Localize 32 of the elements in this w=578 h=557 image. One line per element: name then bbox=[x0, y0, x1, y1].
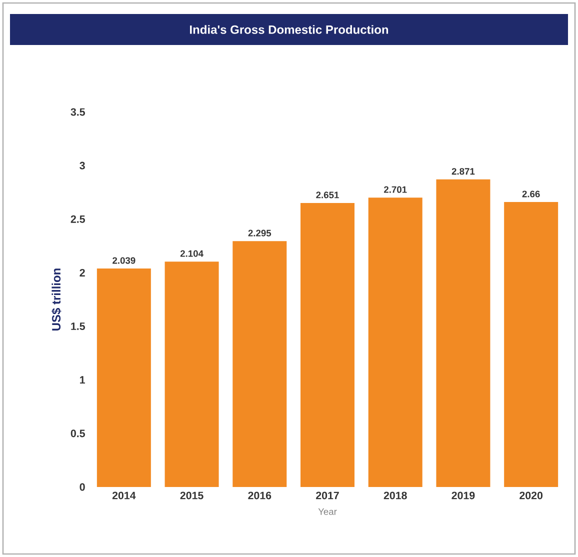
y-tick-label: 1 bbox=[80, 376, 85, 384]
data-label: 2.104 bbox=[180, 250, 204, 257]
bar bbox=[300, 202, 354, 487]
data-label: 2.66 bbox=[522, 190, 540, 198]
x-tick-label: 2017 bbox=[316, 492, 339, 500]
y-tick-label: 2 bbox=[80, 268, 85, 276]
x-axis-title: Year bbox=[318, 508, 337, 515]
bar bbox=[96, 268, 151, 487]
y-tick-label: 0 bbox=[80, 483, 85, 491]
x-tick-label: 2018 bbox=[384, 492, 407, 500]
data-label: 2.295 bbox=[248, 230, 272, 236]
x-tick-label: 2014 bbox=[112, 492, 136, 500]
bar bbox=[368, 198, 422, 487]
y-tick-label: 3.5 bbox=[70, 108, 85, 116]
x-tick-label: 2019 bbox=[452, 492, 475, 500]
bar bbox=[436, 179, 490, 487]
y-tick-label: 0.5 bbox=[70, 430, 85, 438]
bar bbox=[504, 202, 558, 487]
chart-title: India's Gross Domestic Production bbox=[190, 25, 388, 34]
data-label: 2.039 bbox=[112, 257, 136, 264]
y-axis-title: US$ trillion bbox=[52, 268, 62, 330]
bar bbox=[232, 241, 287, 487]
data-label: 2.651 bbox=[316, 192, 339, 198]
data-label: 2.701 bbox=[384, 186, 407, 193]
y-tick-label: 2.5 bbox=[70, 215, 85, 223]
x-tick-label: 2016 bbox=[248, 492, 272, 500]
data-label: 2.871 bbox=[452, 168, 475, 175]
y-tick-label: 3 bbox=[80, 162, 85, 170]
x-tick-label: 2020 bbox=[520, 492, 542, 500]
bar bbox=[164, 262, 219, 487]
y-tick-label: 1.5 bbox=[71, 322, 85, 330]
x-tick-label: 2015 bbox=[180, 492, 204, 500]
